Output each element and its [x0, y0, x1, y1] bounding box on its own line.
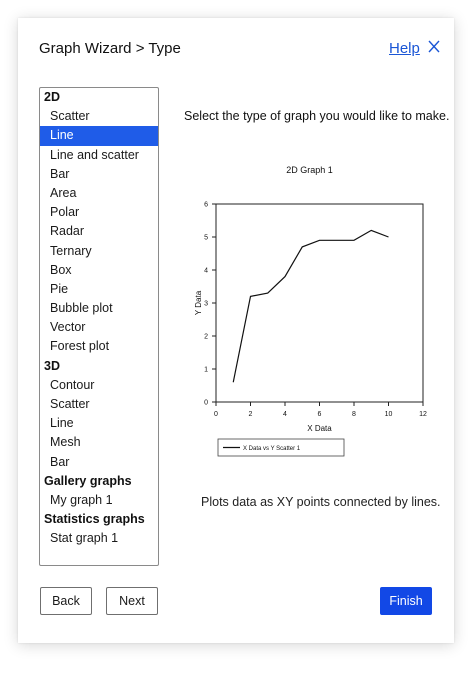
legend-box	[217, 438, 345, 457]
y-tick-label: 6	[204, 202, 208, 209]
list-group-header: 3D	[44, 358, 60, 373]
list-group-header: Gallery graphs	[44, 473, 132, 488]
list-item[interactable]: Scatter	[50, 109, 90, 124]
list-item[interactable]: Bar	[50, 166, 70, 181]
list-item[interactable]: Box	[50, 262, 72, 277]
list-group-header: 2D	[44, 90, 60, 104]
legend-label: X Data vs Y Scatter 1	[243, 446, 301, 452]
x-tick-label: 6	[318, 411, 322, 418]
x-tick-label: 2	[249, 411, 253, 418]
y-tick-label: 2	[204, 334, 208, 341]
list-item[interactable]: Vector	[50, 320, 86, 335]
y-tick-label: 4	[204, 268, 208, 275]
graph-description: Plots data as XY points connected by lin…	[201, 495, 441, 509]
list-item[interactable]: Stat graph 1	[50, 531, 119, 546]
list-item[interactable]: Line	[40, 126, 158, 146]
series-line	[232, 229, 389, 383]
x-tick-label: 12	[419, 411, 427, 418]
list-item[interactable]: Line	[50, 416, 74, 431]
chart-title: 2D Graph 1	[286, 165, 333, 175]
list-item[interactable]: Ternary	[50, 243, 92, 258]
graph-type-list[interactable]: 2D Scatter Line Line and scatter Bar Area Pola…	[39, 87, 159, 566]
finish-button[interactable]: Finish	[380, 587, 432, 615]
list-item[interactable]: Bar	[50, 454, 70, 469]
x-tick-label: 0	[214, 411, 218, 418]
plot-frame	[215, 203, 424, 403]
y-tick-label: 0	[204, 400, 208, 407]
y-tick-label: 1	[204, 367, 208, 374]
close-icon	[428, 40, 440, 53]
help-link[interactable]: Help	[389, 40, 420, 57]
graph-preview: 2D Graph 1 0 2 4 6 8 10 12 0 1 2 3 4 5 6 X Data Y Data X …	[168, 143, 438, 463]
instruction-text: Select the type of graph you would like …	[184, 109, 450, 123]
back-button[interactable]: Back	[40, 587, 92, 615]
list-item[interactable]: Scatter	[50, 397, 90, 411]
y-tick-label: 3	[204, 301, 208, 308]
close-button[interactable]	[424, 36, 444, 58]
list-item[interactable]: Polar	[50, 205, 80, 220]
list-group-header: Statistics graphs	[44, 512, 145, 527]
list-item[interactable]: My graph 1	[50, 492, 113, 507]
x-tick-label: 4	[283, 411, 287, 418]
x-tick-label: 10	[385, 411, 393, 418]
list-item[interactable]: Forest plot	[50, 339, 110, 354]
list-item[interactable]: Area	[50, 185, 77, 200]
x-tick-label: 8	[352, 411, 356, 418]
next-button[interactable]: Next	[106, 587, 158, 615]
list-item[interactable]: Pie	[50, 281, 69, 296]
y-tick-label: 5	[204, 235, 208, 242]
list-item[interactable]: Radar	[50, 224, 85, 239]
graph-wizard-dialog: Graph Wizard > Type Help 2D Scatter Line Li…	[18, 18, 454, 643]
x-axis-label: X Data	[307, 424, 332, 433]
dialog-title: Graph Wizard > Type	[39, 40, 181, 57]
list-item[interactable]: Bubble plot	[50, 301, 113, 316]
list-item[interactable]: Contour	[50, 377, 95, 392]
list-item[interactable]: Mesh	[50, 435, 81, 450]
list-item[interactable]: Line and scatter	[50, 147, 139, 162]
y-axis-label: Y Data	[194, 290, 203, 315]
